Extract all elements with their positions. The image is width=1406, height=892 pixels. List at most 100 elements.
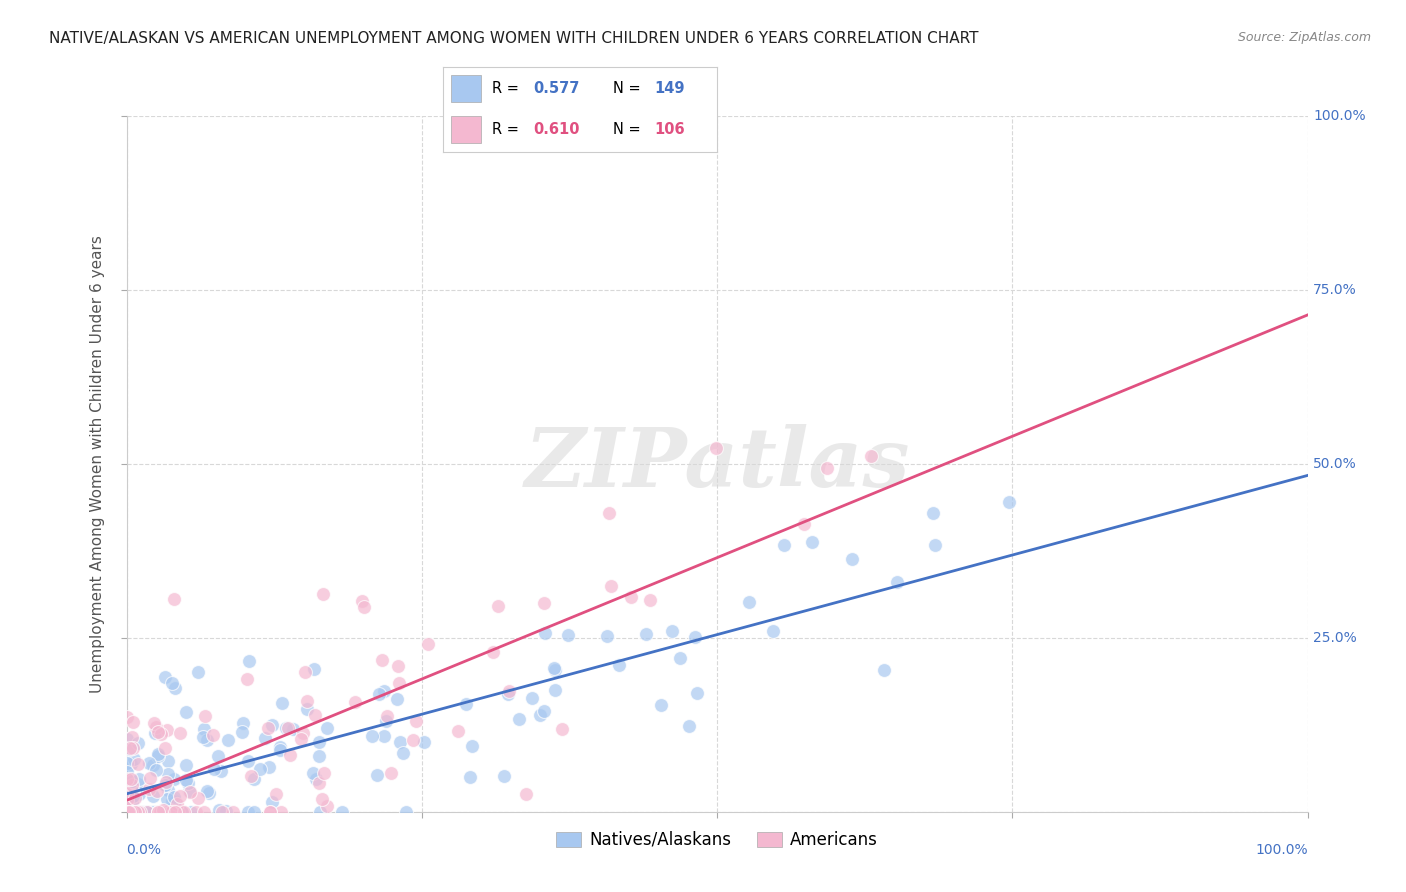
- Point: [115, 731, 138, 746]
- Point: [166, 805, 188, 819]
- Point: [150, 727, 173, 741]
- Point: [184, 805, 207, 819]
- Point: [115, 805, 138, 819]
- Point: [368, 687, 391, 701]
- Text: 100.0%: 100.0%: [1313, 109, 1365, 123]
- Point: [294, 665, 316, 679]
- Point: [143, 805, 166, 819]
- Point: [498, 687, 520, 701]
- Point: [704, 441, 727, 455]
- Point: [208, 803, 231, 817]
- Point: [308, 805, 330, 819]
- Point: [127, 805, 149, 819]
- Point: [127, 805, 149, 819]
- Point: [117, 793, 139, 807]
- Point: [163, 805, 186, 819]
- Point: [308, 735, 330, 749]
- Point: [173, 805, 195, 819]
- Point: [193, 722, 215, 736]
- Point: [295, 694, 318, 708]
- Text: 0.577: 0.577: [533, 81, 579, 96]
- Point: [236, 754, 259, 768]
- Point: [314, 766, 336, 780]
- Point: [128, 772, 150, 786]
- Point: [127, 757, 149, 772]
- Point: [922, 506, 945, 520]
- Point: [678, 718, 700, 732]
- Point: [143, 726, 166, 740]
- Point: [156, 783, 179, 797]
- Point: [418, 637, 440, 651]
- Text: 75.0%: 75.0%: [1313, 283, 1357, 297]
- Point: [141, 805, 163, 819]
- Point: [121, 774, 143, 789]
- Point: [124, 791, 146, 805]
- Point: [148, 747, 170, 762]
- Point: [115, 765, 138, 780]
- Point: [640, 593, 662, 607]
- Point: [120, 805, 142, 819]
- Point: [669, 651, 692, 665]
- Point: [997, 495, 1019, 509]
- Point: [162, 676, 184, 690]
- Point: [124, 805, 146, 819]
- Point: [352, 594, 374, 608]
- Point: [166, 797, 188, 811]
- Point: [115, 756, 138, 770]
- Point: [146, 805, 169, 819]
- Point: [146, 748, 169, 763]
- Point: [191, 730, 214, 744]
- Point: [738, 595, 761, 609]
- Point: [118, 805, 141, 819]
- Point: [155, 775, 177, 789]
- Point: [461, 739, 484, 753]
- Point: [599, 579, 621, 593]
- Point: [596, 629, 619, 643]
- Point: [115, 801, 138, 815]
- Point: [243, 805, 266, 819]
- Point: [156, 766, 179, 780]
- Point: [118, 805, 141, 819]
- Point: [118, 805, 141, 819]
- Point: [125, 805, 148, 819]
- Point: [187, 791, 209, 805]
- Point: [240, 769, 263, 783]
- Point: [387, 659, 409, 673]
- Point: [458, 770, 481, 784]
- Point: [259, 805, 281, 819]
- Point: [127, 805, 149, 819]
- Point: [170, 805, 193, 819]
- Point: [801, 534, 824, 549]
- Point: [153, 670, 176, 684]
- Point: [371, 653, 394, 667]
- Point: [149, 805, 172, 819]
- Point: [202, 728, 225, 742]
- Point: [118, 742, 141, 756]
- Point: [260, 795, 283, 809]
- Text: 106: 106: [654, 122, 685, 137]
- Point: [375, 709, 398, 723]
- Point: [395, 805, 418, 819]
- Point: [650, 698, 672, 712]
- Point: [482, 645, 505, 659]
- Point: [217, 733, 239, 747]
- Point: [115, 805, 138, 819]
- Point: [117, 805, 139, 819]
- Point: [269, 739, 291, 754]
- Point: [366, 768, 388, 782]
- Text: N =: N =: [613, 122, 645, 137]
- Text: 25.0%: 25.0%: [1313, 631, 1357, 645]
- Point: [163, 681, 186, 696]
- Point: [385, 692, 408, 706]
- Point: [120, 772, 142, 787]
- Point: [122, 752, 145, 766]
- Point: [773, 538, 796, 552]
- Point: [138, 805, 160, 819]
- Point: [156, 791, 179, 805]
- Point: [145, 763, 167, 777]
- Point: [533, 596, 555, 610]
- Point: [128, 787, 150, 801]
- Point: [841, 551, 863, 566]
- Point: [122, 788, 145, 802]
- Point: [249, 762, 271, 776]
